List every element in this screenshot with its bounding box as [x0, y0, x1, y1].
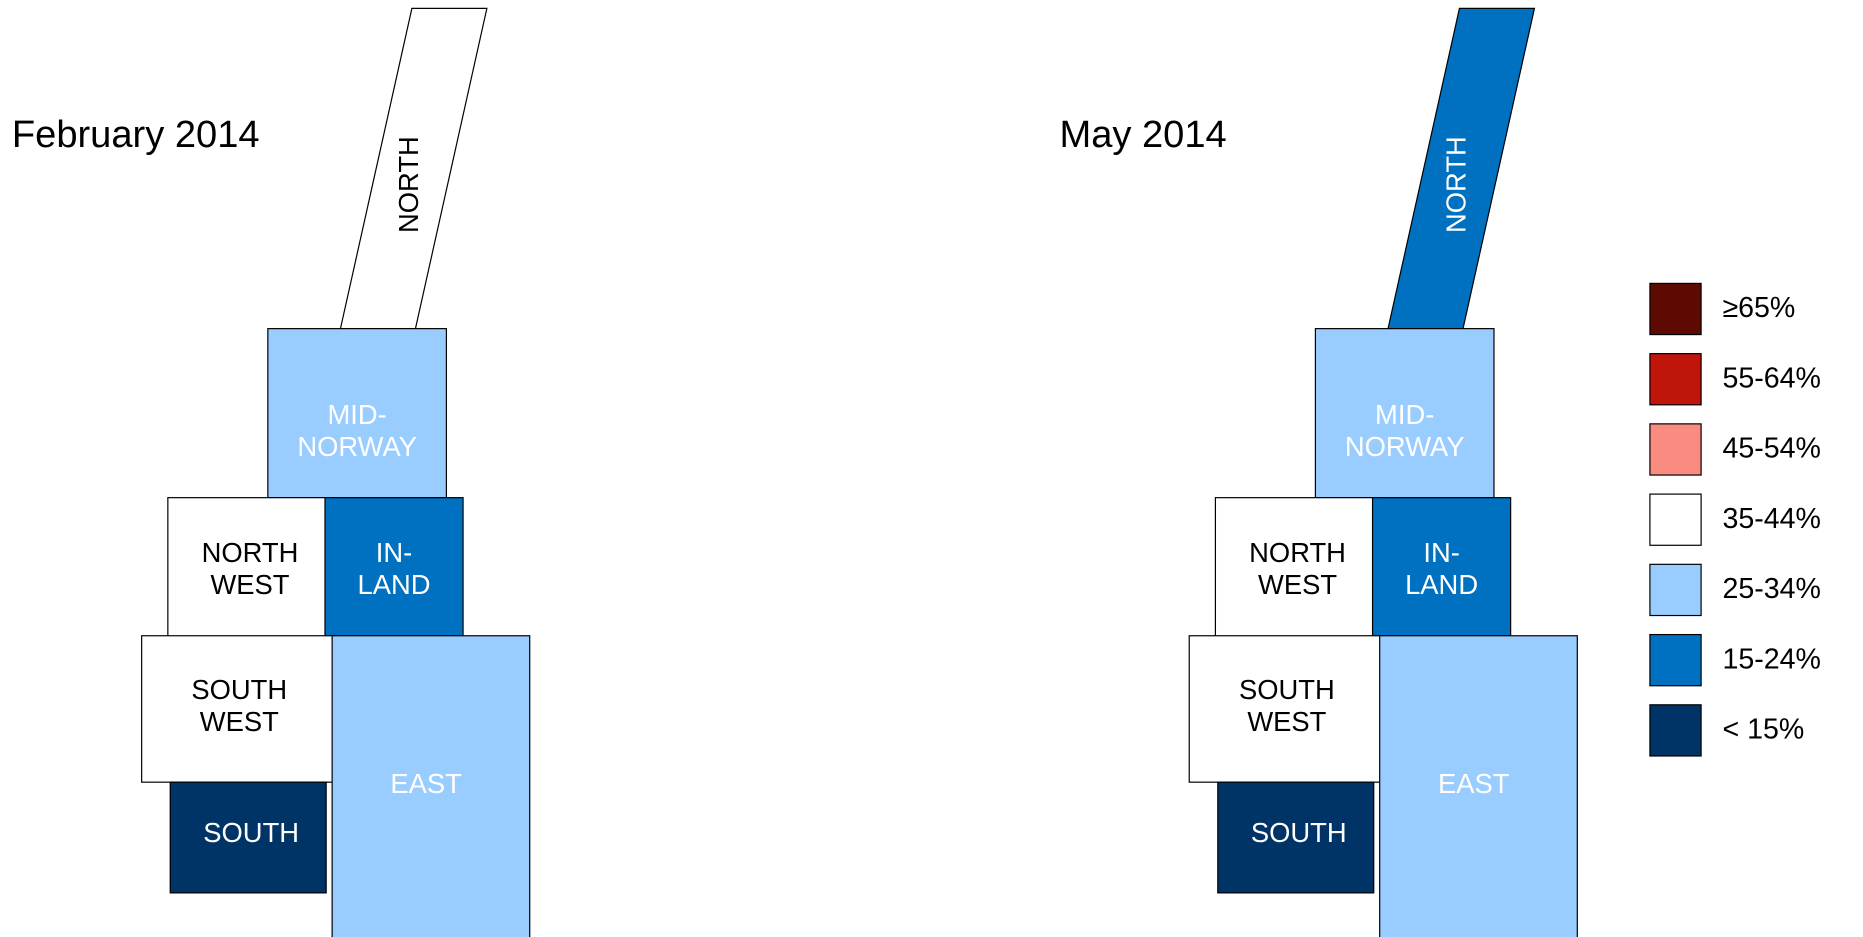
region-label: NORTH — [1440, 136, 1471, 233]
region — [1214, 497, 1380, 646]
region-label: NORTH — [393, 136, 424, 233]
legend-label: < 15% — [1723, 714, 1805, 746]
legend-label: ≥65% — [1723, 292, 1796, 324]
legend-label: 15-24% — [1723, 643, 1821, 675]
region-label: WEST — [1258, 569, 1337, 600]
region-label: IN- — [1423, 537, 1459, 568]
region — [1371, 497, 1512, 642]
region-label: NORTH — [202, 537, 299, 568]
region-label: WEST — [210, 569, 289, 600]
map-title: February 2014 — [12, 114, 260, 156]
legend-swatch — [1649, 633, 1702, 687]
legend-swatch — [1649, 493, 1702, 546]
map-title: May 2014 — [1059, 114, 1226, 156]
region-label: SOUTH — [1239, 674, 1335, 705]
legend-swatch — [1649, 563, 1702, 617]
region-label: SOUTH — [191, 674, 287, 705]
legend: ≥65% 55-64% 45-54% 35-44% 25-34% 15-24% < 15% — [1649, 282, 1821, 757]
map: May 2014NORTHMID-NORWAYNORTHWESTIN-LANDS… — [1059, 7, 1578, 937]
region — [267, 328, 448, 499]
region — [169, 781, 327, 894]
region-label: NORTH — [1249, 537, 1346, 568]
region-label: SOUTH — [203, 817, 299, 848]
region-label: LAND — [358, 569, 431, 600]
region-label: MID- — [1375, 399, 1434, 430]
region — [1217, 781, 1375, 894]
region — [167, 497, 332, 646]
legend-swatch — [1649, 353, 1702, 406]
legend-label: 45-54% — [1723, 433, 1821, 465]
region — [141, 635, 334, 783]
legend-swatch — [1649, 704, 1702, 757]
region-label: EAST — [1438, 768, 1510, 799]
region-label: WEST — [200, 706, 279, 737]
region-label: SOUTH — [1251, 817, 1347, 848]
region-label: MID- — [327, 399, 386, 430]
region — [1314, 328, 1495, 499]
region — [1379, 635, 1578, 937]
map: February 2014NORTHMID-NORWAYNORTHWESTIN-… — [12, 7, 531, 937]
region-label: NORWAY — [297, 431, 417, 462]
legend-label: 25-34% — [1723, 573, 1821, 605]
region-label: NORWAY — [1345, 431, 1465, 462]
legend-label: 55-64% — [1723, 362, 1821, 394]
region-label: EAST — [390, 768, 462, 799]
region-label: WEST — [1247, 706, 1326, 737]
region-label: IN- — [376, 537, 412, 568]
region — [324, 497, 464, 642]
region — [331, 635, 531, 937]
legend-swatch — [1649, 282, 1702, 336]
region-label: LAND — [1405, 569, 1478, 600]
legend-swatch — [1649, 423, 1702, 476]
legend-label: 35-44% — [1723, 503, 1821, 535]
